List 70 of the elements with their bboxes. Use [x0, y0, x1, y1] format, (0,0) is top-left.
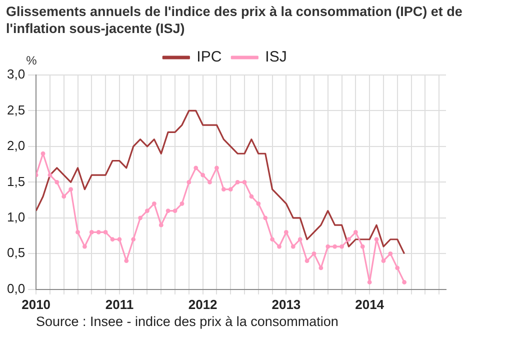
point [312, 251, 316, 256]
point [326, 244, 330, 249]
point [340, 244, 344, 249]
point [158, 222, 164, 228]
y-tick-label: 3,0 [6, 66, 26, 82]
point [117, 237, 122, 242]
point [124, 258, 129, 264]
point [110, 237, 115, 242]
x-tick-label: 2013 [272, 296, 301, 312]
point [228, 187, 233, 192]
point [353, 230, 358, 234]
point [318, 266, 324, 270]
point [96, 230, 101, 234]
x-tick-label: 2011 [105, 296, 134, 312]
point [395, 266, 400, 270]
source-note: Source : Insee - indice des prix à la consommation [36, 314, 338, 329]
point [374, 237, 379, 242]
point [242, 180, 247, 184]
x-tick-label: 2010 [22, 296, 51, 312]
point [172, 208, 178, 213]
point [298, 237, 302, 242]
point [277, 244, 282, 249]
point [388, 251, 393, 256]
point [68, 187, 74, 192]
point [256, 201, 261, 206]
point [346, 237, 351, 242]
y-tick-label: 1,0 [6, 210, 26, 225]
point [208, 180, 212, 184]
legend-label: IPC [196, 48, 222, 66]
point [263, 216, 268, 220]
legend-label: ISJ [265, 48, 287, 66]
point [131, 237, 136, 242]
point [194, 166, 198, 170]
point [54, 180, 60, 184]
point [82, 244, 87, 249]
point [381, 258, 386, 264]
point [360, 244, 365, 249]
y-tick-label: 2,0 [6, 138, 26, 154]
point [221, 187, 226, 192]
point [40, 151, 46, 156]
point [200, 172, 206, 178]
point [180, 201, 184, 206]
y-axis-title: % [26, 53, 38, 68]
y-tick-label: 1,5 [6, 174, 26, 189]
point [270, 237, 274, 242]
point [145, 208, 150, 213]
y-tick-label: 0,5 [6, 245, 26, 260]
point [402, 280, 407, 284]
point [62, 194, 66, 199]
point [249, 194, 254, 199]
point [76, 230, 80, 234]
point [138, 216, 142, 220]
x-tick-label: 2014 [355, 296, 385, 312]
chart-title: Glissements annuels de l'indice des prix à la consommation (IPC) et de l'inflation sous-jacente (ISJ) [6, 3, 464, 37]
point [235, 180, 240, 184]
point [103, 230, 108, 234]
point [290, 244, 296, 249]
point [332, 244, 338, 249]
point [214, 166, 219, 170]
point [367, 280, 372, 284]
point [152, 201, 156, 206]
y-tick-label: 2,5 [6, 102, 26, 118]
x-tick-label: 2012 [188, 296, 218, 312]
y-tick-label: 0,0 [6, 280, 26, 296]
point [304, 258, 310, 264]
point [48, 172, 52, 178]
point [284, 230, 288, 234]
point [89, 230, 94, 234]
point [166, 208, 170, 213]
point [186, 180, 192, 184]
